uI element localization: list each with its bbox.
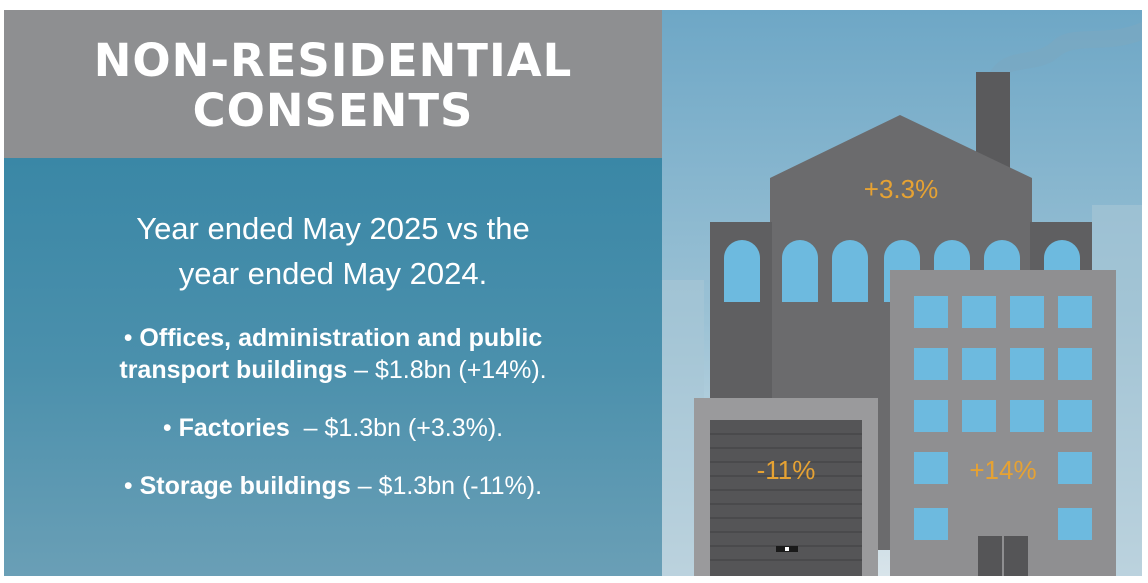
bullet-storage-value: – $1.3bn (-11%).: [350, 472, 543, 500]
summary-panel: Year ended May 2025 vs the year ended Ma…: [4, 158, 662, 576]
text-column: NON-RESIDENTIAL CONSENTS Year ended May …: [4, 10, 662, 576]
buildings-drawing: +3.3% -11% +14%: [662, 22, 1142, 576]
bullet-factories-name: Factories: [178, 414, 290, 442]
bullet-storage: • Storage buildings – $1.3bn (-11%).: [123, 472, 543, 500]
smoke-plume: [990, 22, 1142, 80]
buildings-illustration: +3.3% -11% +14%: [662, 10, 1142, 576]
title-line-2: CONSENTS: [192, 84, 474, 137]
title-line-1: NON-RESIDENTIAL: [93, 34, 573, 87]
office-windows: [914, 296, 1092, 540]
page-title: NON-RESIDENTIAL CONSENTS: [4, 36, 662, 136]
intro-text: Year ended May 2025 vs the year ended Ma…: [4, 206, 662, 296]
bullet-offices-name-2: transport buildings: [119, 356, 348, 384]
bullet-offices-name-1: Offices, administration and public: [139, 324, 543, 352]
factory-change-label: +3.3%: [864, 174, 938, 204]
bullet-factories-value: – $1.3bn (+3.3%).: [289, 414, 504, 442]
storage-change-label: -11%: [757, 455, 816, 485]
bullet-offices: • Offices, administration and public tra…: [119, 324, 547, 384]
offices-change-label: +14%: [969, 455, 1036, 485]
intro-line-2: year ended May 2024.: [178, 256, 488, 291]
bullet-storage-name: Storage buildings: [139, 472, 351, 500]
roller-door: [710, 420, 862, 576]
intro-line-1: Year ended May 2025 vs the: [136, 211, 530, 246]
infographic-card: NON-RESIDENTIAL CONSENTS Year ended May …: [4, 10, 1142, 576]
bullet-list: • Offices, administration and public tra…: [4, 322, 662, 528]
bullet-offices-value: – $1.8bn (+14%).: [347, 356, 547, 384]
bullet-factories: • Factories – $1.3bn (+3.3%).: [162, 414, 504, 442]
title-banner: NON-RESIDENTIAL CONSENTS: [4, 10, 662, 158]
